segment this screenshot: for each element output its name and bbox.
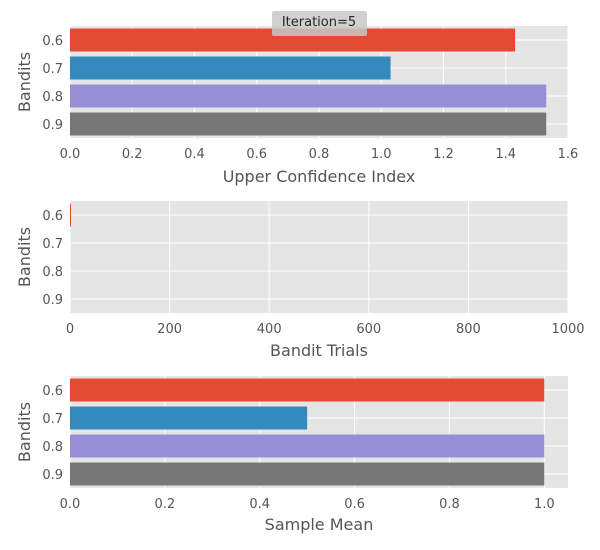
trials-panel: 0.6 0.7 0.8 0.9 0 200 400 600 800 1000 Bandit Tr… <box>15 201 585 360</box>
mean-panel: 0.6 0.7 0.8 0.9 0.0 0.2 0.4 0.6 0.8 1.0 Sample M… <box>15 376 568 534</box>
trials-y-axis-label: Bandits <box>15 227 34 287</box>
trials-x-tick-label: 600 <box>356 322 381 337</box>
mean-x-axis-label: Sample Mean <box>265 515 374 534</box>
ucb-x-tick-label: 0.8 <box>309 147 330 162</box>
trials-x-tick-label: 1000 <box>551 322 584 337</box>
trials-y-ticks: 0.6 0.7 0.8 0.9 <box>42 209 63 308</box>
trials-bar-0.6 <box>70 203 71 227</box>
trials-x-tick-label: 0 <box>66 322 74 337</box>
ucb-y-tick-label: 0.8 <box>42 90 63 105</box>
ucb-x-tick-label: 0.2 <box>122 147 143 162</box>
mean-bar-0.8 <box>70 434 545 458</box>
mean-x-ticks: 0.0 0.2 0.4 0.6 0.8 1.0 <box>60 497 555 512</box>
mean-bar-0.7 <box>70 406 308 430</box>
trials-bars <box>70 203 71 227</box>
ucb-x-tick-label: 0.0 <box>60 147 81 162</box>
trials-y-tick-label: 0.9 <box>42 293 63 308</box>
ucb-y-tick-label: 0.6 <box>42 34 63 49</box>
mean-y-axis-label: Bandits <box>15 402 34 462</box>
trials-x-tick-label: 800 <box>456 322 481 337</box>
ucb-y-ticks: 0.6 0.7 0.8 0.9 <box>42 34 63 133</box>
trials-x-tick-label: 400 <box>257 322 282 337</box>
mean-x-tick-label: 0.4 <box>249 497 270 512</box>
ucb-x-tick-label: 1.0 <box>371 147 392 162</box>
ucb-x-axis-label: Upper Confidence Index <box>223 167 416 186</box>
ucb-x-tick-label: 1.2 <box>433 147 454 162</box>
mean-bars <box>70 378 545 486</box>
trials-x-tick-label: 200 <box>157 322 182 337</box>
ucb-x-tick-label: 0.6 <box>246 147 267 162</box>
ucb-y-axis-label: Bandits <box>15 52 34 112</box>
trials-y-tick-label: 0.6 <box>42 209 63 224</box>
mean-y-tick-label: 0.7 <box>42 412 63 427</box>
mean-x-tick-label: 0.6 <box>344 497 365 512</box>
ucb-x-tick-label: 0.4 <box>184 147 205 162</box>
iteration-annotation: Iteration=5 <box>282 15 356 30</box>
mean-y-tick-label: 0.8 <box>42 440 63 455</box>
iteration-annotation-box <box>272 11 367 36</box>
mean-y-tick-label: 0.9 <box>42 468 63 483</box>
mean-x-tick-label: 0.8 <box>439 497 460 512</box>
mean-x-tick-label: 0.2 <box>155 497 176 512</box>
mean-x-tick-label: 0.0 <box>60 497 81 512</box>
mean-x-tick-label: 1.0 <box>534 497 555 512</box>
mean-y-ticks: 0.6 0.7 0.8 0.9 <box>42 384 63 483</box>
ucb-x-tick-label: 1.6 <box>558 147 579 162</box>
mean-y-tick-label: 0.6 <box>42 384 63 399</box>
trials-x-ticks: 0 200 400 600 800 1000 <box>66 322 585 337</box>
ucb-bars <box>70 28 547 136</box>
ucb-bar-0.7 <box>70 56 391 80</box>
trials-x-axis-label: Bandit Trials <box>270 341 368 360</box>
ucb-bar-0.8 <box>70 84 547 108</box>
mean-bar-0.6 <box>70 378 545 402</box>
trials-y-tick-label: 0.8 <box>42 265 63 280</box>
ucb-y-tick-label: 0.9 <box>42 118 63 133</box>
trials-plot-area <box>70 201 568 313</box>
mean-bar-0.9 <box>70 462 545 486</box>
ucb-x-tick-label: 1.4 <box>495 147 516 162</box>
ucb-bar-0.9 <box>70 112 547 136</box>
ucb-bar-0.6 <box>70 28 516 52</box>
ucb-panel: 0.6 0.7 0.8 0.9 0.0 0.2 0.4 0.6 0.8 1.0 1.2 1.4 1.6… <box>15 11 578 186</box>
ucb-y-tick-label: 0.7 <box>42 62 63 77</box>
ucb-x-ticks: 0.0 0.2 0.4 0.6 0.8 1.0 1.2 1.4 1.6 <box>60 147 579 162</box>
trials-y-tick-label: 0.7 <box>42 237 63 252</box>
